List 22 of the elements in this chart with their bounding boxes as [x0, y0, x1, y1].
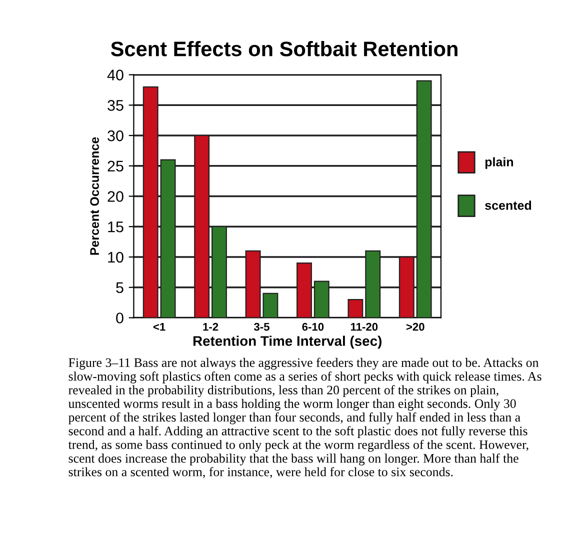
x-tick-label: 11-20 — [350, 322, 378, 331]
legend-label: plain — [485, 157, 514, 169]
legend-label: scented — [485, 200, 532, 210]
x-tick-label: 1-2 — [203, 322, 218, 331]
y-tick-label: 0 — [116, 312, 124, 324]
x-tick-label: 3-5 — [254, 322, 270, 331]
x-tick-label: >20 — [406, 322, 424, 331]
y-tick-label: 35 — [108, 100, 124, 111]
text: Figure 3–11 Bass are not always the aggressive feeders they are made out to be. Attacks on slow-moving soft plastics often come as a series of short pecks with quick release times. As revealed in the probability distributions, less than 20 percent of the strikes on plain, unscented worms result in a bass holding the worm longer than eight seconds. Only 30 percent of the strikes lasted longer than four seconds, and fully half ended in less than a second and a half. Adding an attractive scent to the soft plastic does not fully reverse this trend, as some bass continued to only peck at the worm regardless of the scent. However, scent does increase the probability that the bass will hang on longer. More than half the strikes on a scented worm, for instance, were held for close to six seconds. — [68, 358, 542, 478]
y-tick-label: 25 — [108, 160, 124, 172]
y-tick-label: 5 — [116, 282, 124, 294]
y-tick-label: 40 — [107, 70, 124, 80]
y-axis-title: Percent Occurrence — [90, 137, 99, 255]
y-tick-label: 10 — [108, 252, 124, 263]
y-tick-label: 30 — [108, 130, 124, 142]
x-tick-label: 6-10 — [302, 322, 324, 331]
y-tick-label: 20 — [108, 191, 124, 202]
chart-title: Scent Effects on Softbait Retention — [110, 41, 458, 56]
y-tick-label: 15 — [108, 222, 124, 232]
bar — [348, 298, 364, 318]
x-axis-title: Retention Time Interval (sec) — [193, 336, 382, 349]
x-tick-label: <1 — [153, 323, 166, 331]
